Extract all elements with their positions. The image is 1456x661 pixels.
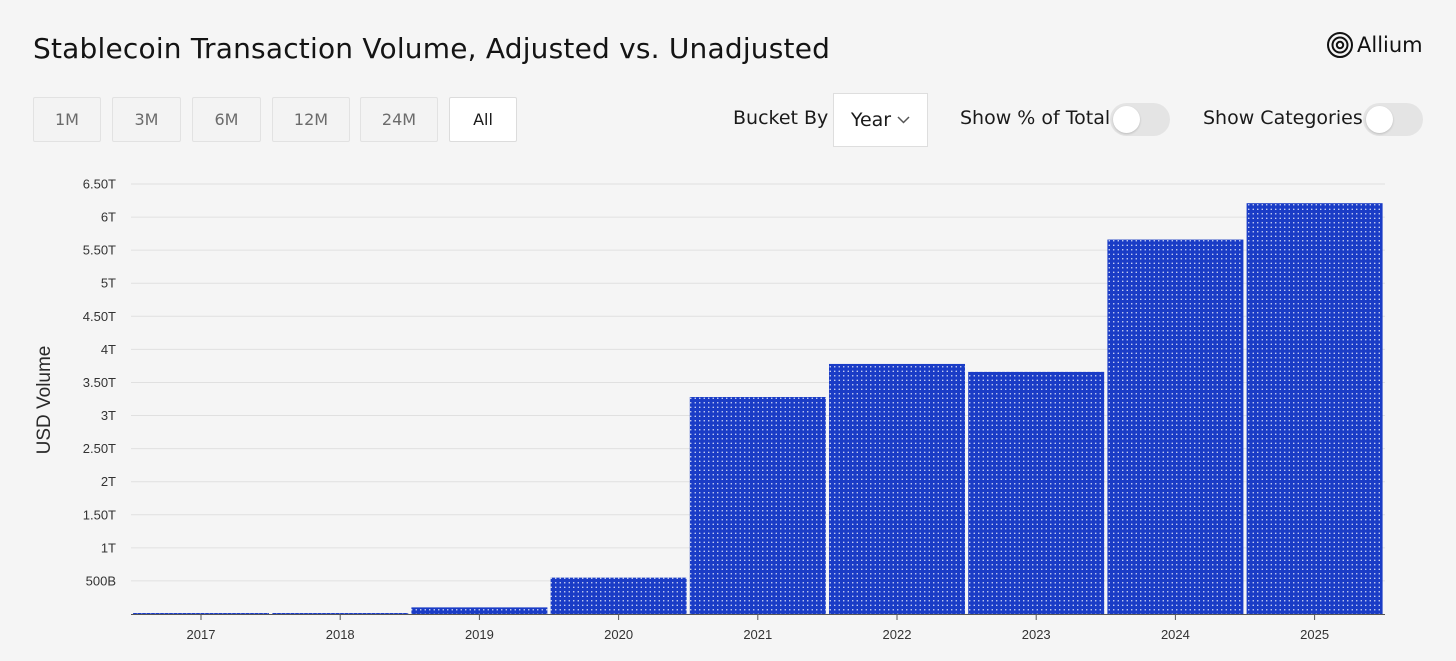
bars <box>133 203 1383 615</box>
show-percent-toggle[interactable] <box>1110 103 1170 136</box>
x-tick-label: 2020 <box>604 627 633 642</box>
bucket-value: Year <box>850 109 892 131</box>
show-percent-label: Show % of Total <box>960 107 1111 129</box>
show-categories-toggle[interactable] <box>1363 103 1423 136</box>
toggle-knob <box>1366 106 1393 133</box>
allium-logo-icon <box>1327 32 1353 58</box>
show-categories-label: Show Categories <box>1203 107 1363 129</box>
range-button-all[interactable]: All <box>449 97 517 142</box>
x-tick-label: 2021 <box>743 627 772 642</box>
bar-2023[interactable] <box>968 371 1105 614</box>
y-tick-label: 1.50T <box>83 507 116 522</box>
y-tick-label: 2T <box>101 474 116 489</box>
x-tick-label: 2017 <box>187 627 216 642</box>
y-tick-label: 6T <box>101 210 116 225</box>
toggle-knob <box>1113 106 1140 133</box>
x-tick-label: 2022 <box>883 627 912 642</box>
y-tick-label: 500B <box>86 573 116 588</box>
bar-2021[interactable] <box>689 397 826 614</box>
chart-title: Stablecoin Transaction Volume, Adjusted … <box>33 32 831 65</box>
range-label: 3M <box>134 110 159 129</box>
x-tick-label: 2019 <box>465 627 494 642</box>
y-tick-label: 5.50T <box>83 243 116 258</box>
x-tick-label: 2025 <box>1300 627 1329 642</box>
range-label: 24M <box>381 110 417 129</box>
bar-2022[interactable] <box>829 363 965 614</box>
bar-2019[interactable] <box>411 607 548 614</box>
bar-2020[interactable] <box>550 577 687 614</box>
y-tick-label: 2.50T <box>83 441 116 456</box>
y-tick-label: 4.50T <box>83 309 116 324</box>
bar-2018[interactable] <box>272 613 409 614</box>
x-tick-label: 2024 <box>1161 627 1190 642</box>
range-button-6m[interactable]: 6M <box>192 97 261 142</box>
range-button-12m[interactable]: 12M <box>272 97 350 142</box>
y-tick-label: 1T <box>101 540 116 555</box>
range-label: 12M <box>293 110 329 129</box>
y-tick-label: 5T <box>101 276 116 291</box>
x-tick-label: 2023 <box>1022 627 1051 642</box>
bar-2017[interactable] <box>133 613 269 614</box>
bar-2024[interactable] <box>1107 239 1244 615</box>
y-tick-label: 3T <box>101 408 116 423</box>
x-tick-label: 2018 <box>326 627 355 642</box>
logo-text: Allium <box>1357 33 1423 57</box>
y-tick-label: 3.50T <box>83 375 116 390</box>
axes: 500B 1T 1.50T 2T 2.50T 3T 3.50T 4T 4.50T 5T 5.50T 6… <box>83 177 1385 642</box>
range-button-24m[interactable]: 24M <box>360 97 438 142</box>
y-tick-label: 4T <box>101 342 116 357</box>
y-tick-label: 6.50T <box>83 177 116 192</box>
range-label: All <box>473 110 493 129</box>
bar-2025[interactable] <box>1246 203 1383 614</box>
range-label: 6M <box>214 110 239 129</box>
range-button-1m[interactable]: 1M <box>33 97 101 142</box>
range-button-3m[interactable]: 3M <box>112 97 181 142</box>
bucket-select[interactable]: Year <box>833 93 928 147</box>
chevron-down-icon <box>897 116 910 124</box>
allium-logo: Allium <box>1326 31 1423 59</box>
range-label: 1M <box>55 110 79 129</box>
bucket-by-label: Bucket By <box>733 107 829 129</box>
